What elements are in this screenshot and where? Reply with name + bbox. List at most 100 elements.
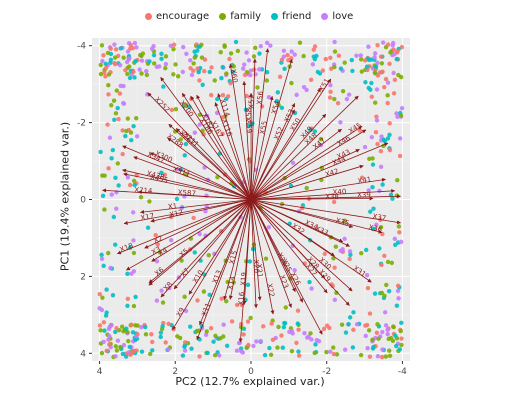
loading-arrow [250,164,364,200]
data-point-family [398,113,404,118]
data-point-family [131,178,137,184]
data-point-encourage [385,100,390,106]
data-point-love [212,251,217,257]
data-point-love [380,40,386,45]
data-point-love [131,269,137,274]
data-point-encourage [336,53,342,58]
data-point-friend [280,345,286,350]
loading-arrow [250,177,386,200]
loading-arrow-label: X2 [152,234,164,245]
loading-arrow [217,93,252,200]
data-point-friend [264,69,270,75]
y-tick-label: 4 [80,349,86,359]
data-point-family [332,96,337,102]
data-point-encourage [244,93,249,99]
data-point-encourage [131,69,136,75]
data-point-family [143,332,149,337]
loading-arrow [250,199,350,306]
loading-arrow-label: X41 [357,176,372,186]
loading-arrow [250,199,353,292]
loading-arrow [250,128,342,200]
data-point-encourage [397,153,403,159]
data-point-family [121,329,126,334]
data-point-friend [188,324,193,329]
data-point-love [399,239,404,245]
data-point-love [254,339,259,344]
data-point-family [138,195,144,200]
data-point-love [292,52,297,57]
data-point-family [148,351,153,357]
loading-arrow-label: X3 [150,245,162,257]
data-point-love [157,64,162,69]
data-point-family [331,345,336,350]
loading-arrow [160,199,252,298]
data-point-friend [133,58,138,64]
data-point-love [248,68,253,73]
data-point-family [98,328,103,333]
data-point-friend [196,44,201,49]
data-point-friend [113,242,118,247]
data-point-family [235,48,241,54]
data-point-love [132,40,138,46]
data-point-family [289,349,295,354]
data-point-family [376,336,381,341]
loading-arrow-label: X9 [175,306,187,318]
data-point-love [290,160,296,166]
data-point-friend [101,263,106,269]
data-point-friend [385,136,391,141]
data-point-family [308,331,313,336]
data-point-love [197,231,202,237]
data-point-encourage [332,265,337,270]
legend-swatch [145,12,152,20]
data-point-friend [393,242,398,248]
data-point-friend [183,141,189,147]
loading-arrow [250,95,274,200]
data-point-love [365,346,370,351]
data-point-friend [224,343,230,349]
data-point-friend [349,57,355,63]
data-point-encourage [321,326,327,332]
data-point-friend [159,170,164,175]
data-point-encourage [392,77,398,83]
loading-arrow [123,172,252,200]
loading-arrow [250,58,293,200]
loading-arrow [102,188,252,200]
data-point-love [391,70,396,76]
data-point-encourage [102,70,107,75]
data-point-love [188,58,193,63]
data-point-friend [159,51,164,57]
data-point-encourage [320,68,325,73]
data-point-friend [343,330,349,335]
data-point-encourage [365,67,370,73]
data-point-family [282,175,287,181]
data-point-love [99,256,105,261]
data-point-encourage [197,354,202,359]
loading-arrow [250,129,367,200]
data-point-family [332,49,338,54]
data-point-friend [180,353,186,358]
data-point-encourage [113,47,119,52]
data-point-friend [368,57,374,62]
data-point-friend [104,287,109,292]
data-point-love [217,353,222,358]
loading-arrow-label: X1 [168,202,178,211]
data-point-encourage [105,122,110,127]
data-point-encourage [395,49,400,54]
data-point-family [275,345,280,350]
data-point-love [117,63,123,68]
data-point-family [289,80,294,86]
data-point-encourage [220,92,226,98]
data-point-friend [150,348,155,353]
data-point-encourage [323,56,328,62]
data-point-family [324,349,329,355]
data-point-friend [200,82,205,88]
loading-arrow [188,199,252,295]
data-point-friend [394,303,400,308]
loading-arrow [122,168,252,200]
legend-item-friend: friend [271,11,311,22]
data-point-love [107,333,112,339]
data-point-friend [113,329,118,335]
data-point-friend [127,75,133,81]
legend-swatch [219,12,227,20]
